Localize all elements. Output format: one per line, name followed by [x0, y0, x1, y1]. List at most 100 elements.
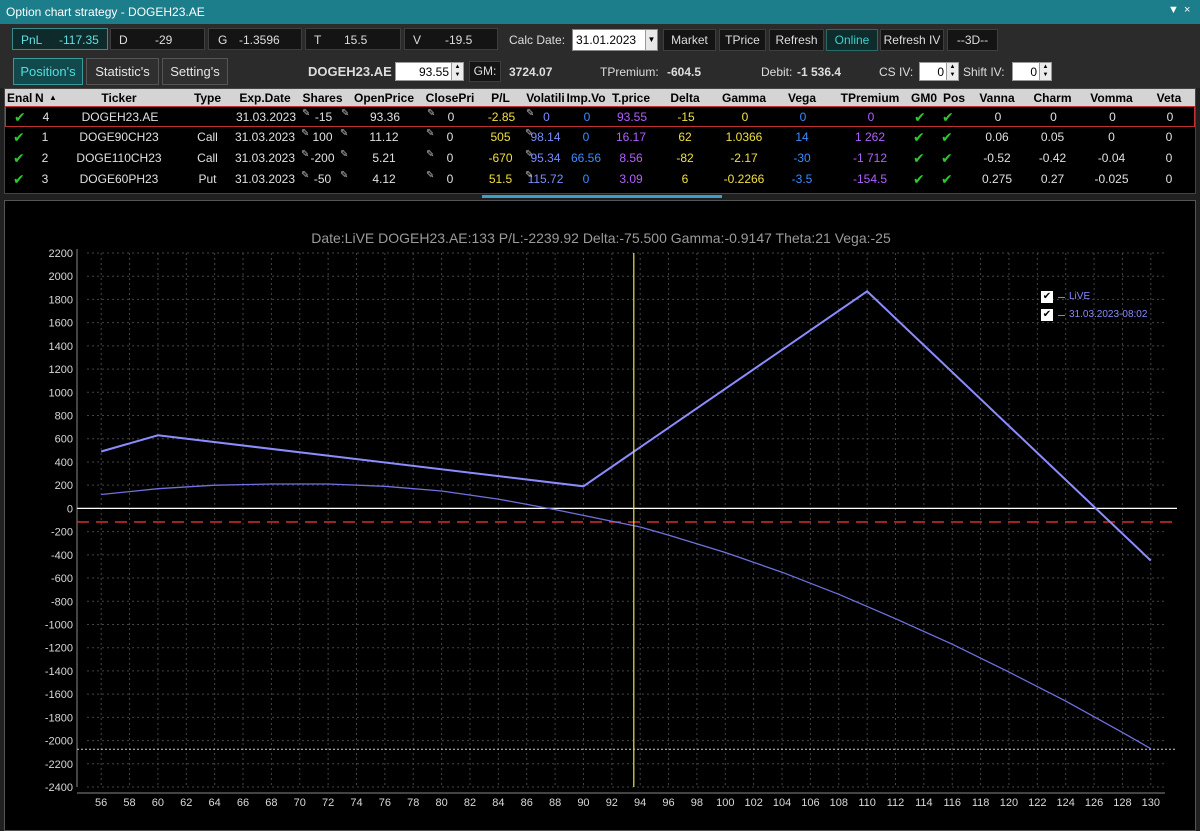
- table-row[interactable]: ✔ ✔ ✔ 1 DOGE90CH23 Call 31.03.2023 100 11.12 0 505…: [5, 127, 1195, 148]
- cell-close[interactable]: 0: [446, 130, 454, 144]
- cell-shares[interactable]: 100: [312, 130, 333, 144]
- close-edit-icon[interactable]: ✎: [426, 170, 435, 181]
- vol-edit-icon[interactable]: ✎: [525, 128, 534, 139]
- open-edit-icon[interactable]: ✎: [340, 128, 349, 139]
- debit-value: -1 536.4: [797, 65, 842, 79]
- cell-open[interactable]: 93.36: [369, 110, 401, 124]
- gm0-check-icon[interactable]: ✔: [913, 171, 925, 187]
- pos-check-icon[interactable]: ✔: [941, 129, 953, 145]
- cell-vol[interactable]: 115.72: [527, 172, 564, 186]
- refresh-iv-button[interactable]: Refresh IV: [880, 29, 944, 51]
- close-edit-icon[interactable]: ✎: [426, 128, 435, 139]
- tab-statistics[interactable]: Statistic's: [86, 58, 159, 85]
- gm0-check-icon[interactable]: ✔: [914, 109, 926, 125]
- column-header[interactable]: P/L: [491, 91, 510, 105]
- checkbox-checked-icon[interactable]: ✔: [1041, 291, 1053, 303]
- pos-check-icon[interactable]: ✔: [941, 150, 953, 166]
- column-header[interactable]: Volatili: [526, 91, 565, 105]
- horizontal-scroll-indicator[interactable]: [482, 195, 722, 198]
- cell-shares[interactable]: -50: [313, 172, 332, 186]
- column-header[interactable]: OpenPrice: [353, 91, 415, 105]
- calc-date-picker[interactable]: 31.01.2023 ▼: [572, 29, 658, 51]
- column-header[interactable]: T.price: [611, 91, 650, 105]
- vol-edit-icon[interactable]: ✎: [525, 149, 534, 160]
- table-row[interactable]: ✔ ✔ ✔ 4 DOGEH23.AE 31.03.2023 -15 93.36 0 -2.85 0 0…: [5, 106, 1195, 127]
- chart-canvas[interactable]: 2200200018001600140012001000800600400200…: [5, 201, 1195, 830]
- 3d-button[interactable]: --3D--: [947, 29, 998, 51]
- column-header[interactable]: Shares: [302, 91, 343, 105]
- column-header[interactable]: N: [35, 91, 44, 105]
- refresh-button[interactable]: Refresh: [769, 29, 824, 51]
- column-header[interactable]: Exp.Date: [239, 91, 291, 105]
- close-icon[interactable]: ×: [1184, 4, 1191, 16]
- column-header[interactable]: Vomma: [1090, 91, 1133, 105]
- vol-edit-icon[interactable]: ✎: [526, 108, 535, 119]
- table-row[interactable]: ✔ ✔ ✔ 3 DOGE60PH23 Put 31.03.2023 -50 4.12 0 51.5 1…: [5, 169, 1195, 190]
- table-row[interactable]: ✔ ✔ ✔ 2 DOGE110CH23 Call 31.03.2023 -200 5.21 0 -6…: [5, 148, 1195, 169]
- gm0-check-icon[interactable]: ✔: [913, 150, 925, 166]
- chevron-down-icon[interactable]: ▼: [645, 30, 657, 50]
- column-header[interactable]: TPremium: [840, 91, 900, 105]
- cell-open[interactable]: 5.21: [372, 151, 396, 165]
- vol-edit-icon[interactable]: ✎: [525, 170, 534, 181]
- cell-shares[interactable]: -15: [314, 110, 333, 124]
- column-header[interactable]: ClosePri: [425, 91, 475, 105]
- enabled-check-icon[interactable]: ✔: [14, 109, 26, 125]
- column-header[interactable]: Type: [193, 91, 222, 105]
- column-header[interactable]: Vanna: [979, 91, 1015, 105]
- shares-edit-icon[interactable]: ✎: [301, 170, 310, 181]
- cell-close[interactable]: 0: [446, 151, 454, 165]
- column-header[interactable]: Enal: [7, 91, 33, 105]
- spin-arrows-icon[interactable]: ▲ ▼: [451, 63, 463, 80]
- open-edit-icon[interactable]: ✎: [341, 108, 350, 119]
- close-edit-icon[interactable]: ✎: [426, 149, 435, 160]
- shift-iv-input[interactable]: 0 ▲ ▼: [1012, 62, 1052, 81]
- market-button[interactable]: Market: [663, 29, 716, 51]
- cell-vega: 14: [795, 130, 809, 144]
- column-header[interactable]: Delta: [670, 91, 700, 105]
- spin-arrows-icon[interactable]: ▲ ▼: [1039, 63, 1051, 80]
- y-tick-label: -1000: [45, 619, 73, 631]
- column-header[interactable]: Pos: [942, 91, 965, 105]
- pos-check-icon[interactable]: ✔: [941, 171, 953, 187]
- enabled-check-icon[interactable]: ✔: [13, 171, 25, 187]
- enabled-check-icon[interactable]: ✔: [13, 129, 25, 145]
- spin-arrows-icon[interactable]: ▲ ▼: [946, 63, 958, 80]
- cell-close[interactable]: 0: [447, 110, 455, 124]
- close-edit-icon[interactable]: ✎: [427, 108, 436, 119]
- cell-vol[interactable]: 98.14: [530, 130, 561, 144]
- minimize-icon[interactable]: ▼: [1168, 4, 1179, 16]
- column-header[interactable]: Gamma: [721, 91, 767, 105]
- cell-shares[interactable]: -200: [310, 151, 335, 165]
- column-header[interactable]: Charm: [1033, 91, 1072, 105]
- pos-check-icon[interactable]: ✔: [942, 109, 954, 125]
- enabled-check-icon[interactable]: ✔: [13, 150, 25, 166]
- y-tick-label: 200: [55, 480, 73, 492]
- cell-open[interactable]: 11.12: [369, 130, 399, 144]
- open-edit-icon[interactable]: ✎: [340, 149, 349, 160]
- open-edit-icon[interactable]: ✎: [340, 170, 349, 181]
- cell-vol[interactable]: 95.34: [530, 151, 561, 165]
- gm0-check-icon[interactable]: ✔: [913, 129, 925, 145]
- tprice-button[interactable]: TPrice: [719, 29, 766, 51]
- column-header[interactable]: Imp.Vo: [566, 91, 606, 105]
- shares-edit-icon[interactable]: ✎: [301, 128, 310, 139]
- cell-open[interactable]: 4.12: [372, 172, 396, 186]
- column-header[interactable]: Vega: [787, 91, 817, 105]
- cell-tprice: 8.56: [619, 151, 643, 165]
- column-header[interactable]: GM0: [910, 91, 937, 105]
- column-header[interactable]: Ticker: [101, 91, 137, 105]
- tab-positions[interactable]: Position's: [13, 58, 83, 85]
- cs-iv-input[interactable]: 0 ▲ ▼: [919, 62, 959, 81]
- gamma-value: -1.3596: [239, 33, 280, 47]
- shares-edit-icon[interactable]: ✎: [302, 108, 311, 119]
- cell-close[interactable]: 0: [446, 172, 454, 186]
- tab-settings[interactable]: Setting's: [162, 58, 228, 85]
- column-header[interactable]: Veta: [1156, 91, 1182, 105]
- online-button[interactable]: Online: [826, 29, 878, 51]
- cell-vol[interactable]: 0: [543, 110, 550, 124]
- price-input[interactable]: 93.55 ▲ ▼: [395, 62, 464, 81]
- price-value: 93.55: [418, 65, 449, 79]
- checkbox-checked-icon[interactable]: ✔: [1041, 309, 1053, 321]
- shares-edit-icon[interactable]: ✎: [301, 149, 310, 160]
